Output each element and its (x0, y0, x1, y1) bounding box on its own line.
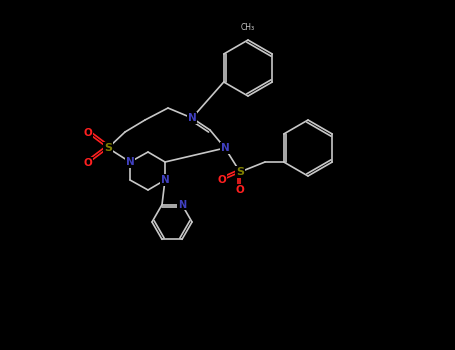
Text: S: S (236, 167, 244, 177)
Text: N: N (178, 200, 186, 210)
Text: O: O (84, 158, 92, 168)
Text: N: N (161, 175, 169, 185)
Text: O: O (84, 128, 92, 138)
Text: CH₃: CH₃ (241, 23, 255, 32)
Text: O: O (217, 175, 227, 185)
Text: N: N (126, 157, 134, 167)
Text: S: S (104, 143, 112, 153)
Text: O: O (236, 185, 244, 195)
Text: N: N (221, 143, 229, 153)
Text: N: N (187, 113, 197, 123)
